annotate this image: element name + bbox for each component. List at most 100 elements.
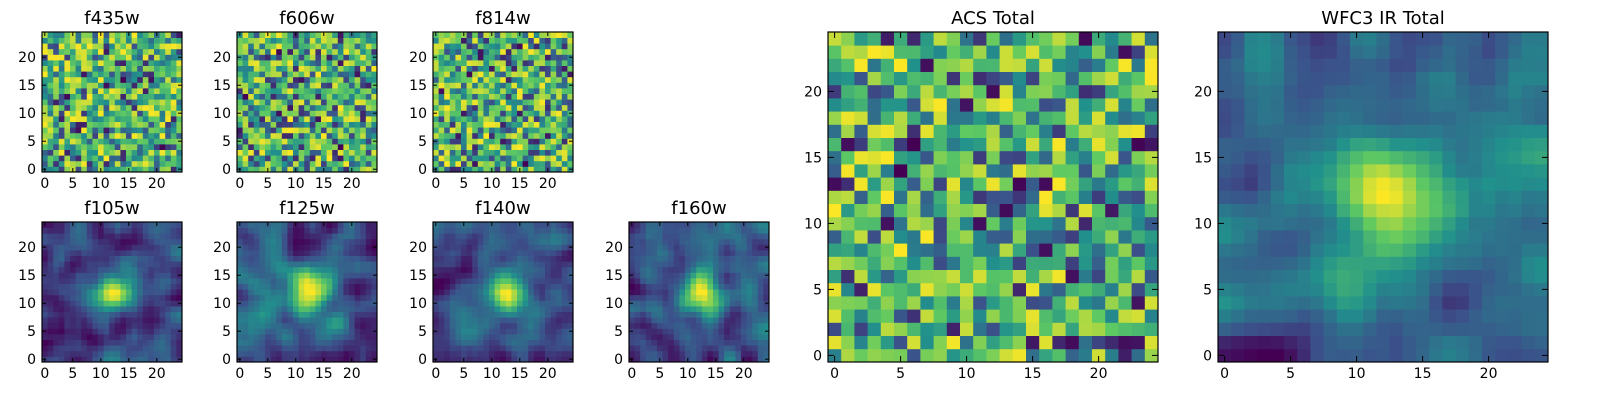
heatmap-cell [75,233,82,240]
heatmap-cell [270,43,277,50]
heatmap-cell [276,322,283,329]
heatmap-cell [53,132,60,139]
heatmap-cell [365,300,372,307]
heatmap-cell [472,317,479,324]
heatmap-cell [645,244,652,251]
heatmap-cell [533,116,540,122]
heatmap-cell [444,37,451,44]
heatmap-cell [696,294,703,301]
heatmap-cell [315,255,322,262]
heatmap-cell [567,278,574,284]
heatmap-cell [315,233,322,240]
heatmap-cell [281,149,288,156]
heatmap-cell [326,37,333,44]
heatmap-cell [92,238,99,245]
heatmap-cell [293,65,299,72]
heatmap-cell [315,306,322,312]
heatmap-cell [126,311,132,318]
heatmap-cell [894,190,908,204]
heatmap-cell [657,255,663,262]
heatmap-cell [98,132,104,139]
heatmap-cell [489,266,495,273]
heatmap-cell [741,283,747,290]
heatmap-cell [763,322,770,329]
heatmap-cell [293,138,299,145]
heatmap-cell [724,238,731,245]
heatmap-cell [500,306,507,312]
heatmap-cell [718,278,725,284]
heatmap-cell [528,294,535,301]
heatmap-cell [483,356,490,363]
heatmap-cell [98,37,104,44]
heatmap-cell [449,238,456,245]
heatmap-cell [483,322,490,329]
heatmap-cell [237,65,243,72]
heatmap-cell [58,238,65,245]
heatmap-cell [1012,203,1027,218]
heatmap-cell [907,309,921,323]
heatmap-cell [645,306,652,312]
heatmap-cell [120,266,127,273]
heatmap-cell [438,138,445,145]
heatmap-cell [248,93,255,100]
heatmap-cell [154,144,160,150]
heatmap-cell [337,261,344,268]
heatmap-cell [343,289,350,296]
heatmap-cell [98,317,104,324]
heatmap-cell [645,238,652,245]
heatmap-cell [713,311,719,318]
heatmap-cell [281,121,288,128]
heatmap-cell [309,255,316,262]
heatmap-cell [433,88,439,94]
heatmap-cell [640,350,647,357]
heatmap-cell [148,138,155,145]
heatmap-cell [270,233,277,240]
heatmap-cell [64,272,71,279]
heatmap-cell [724,300,731,307]
heatmap-cell [170,48,177,55]
heatmap-cell [170,132,177,139]
heatmap-cell [645,339,652,346]
heatmap-cell [545,227,551,234]
heatmap-cell [298,160,305,167]
heatmap-cell [461,294,467,301]
heatmap-cell [298,266,305,273]
heatmap-cell [662,289,669,296]
heatmap-cell [1026,190,1040,204]
heatmap-cell [321,233,327,240]
heatmap-cell [556,82,563,89]
heatmap-cell [483,54,490,61]
heatmap-cell [360,345,367,352]
heatmap-cell [511,255,518,262]
heatmap-cell [461,238,467,245]
heatmap-cell [472,65,479,72]
heatmap-cell [528,238,535,245]
heatmap-cell [371,222,378,228]
heatmap-cell [86,233,93,240]
heatmap-cell [109,82,116,89]
heatmap-cell [920,190,934,204]
heatmap-cell [343,233,350,240]
heatmap-cell [685,339,691,346]
heatmap-cell [159,311,166,318]
heatmap-cell [120,110,127,117]
heatmap-cell [438,54,445,61]
heatmap-cell [53,311,60,318]
heatmap-cell [354,149,361,156]
heatmap-cell [920,282,934,297]
heatmap-cell [53,238,60,245]
heatmap-cell [47,261,54,268]
heatmap-cell [461,328,467,335]
heatmap-cell [315,93,322,100]
heatmap-cell [567,222,574,228]
heatmap-cell [98,250,104,256]
heatmap-cell [494,255,501,262]
heatmap-cell [651,339,658,346]
heatmap-cell [131,339,138,346]
heatmap-cell [343,121,350,128]
heatmap-cell [332,138,339,145]
heatmap-cell [148,222,155,228]
heatmap-cell [321,250,327,256]
heatmap-cell [438,306,445,312]
heatmap-cell [472,244,479,251]
